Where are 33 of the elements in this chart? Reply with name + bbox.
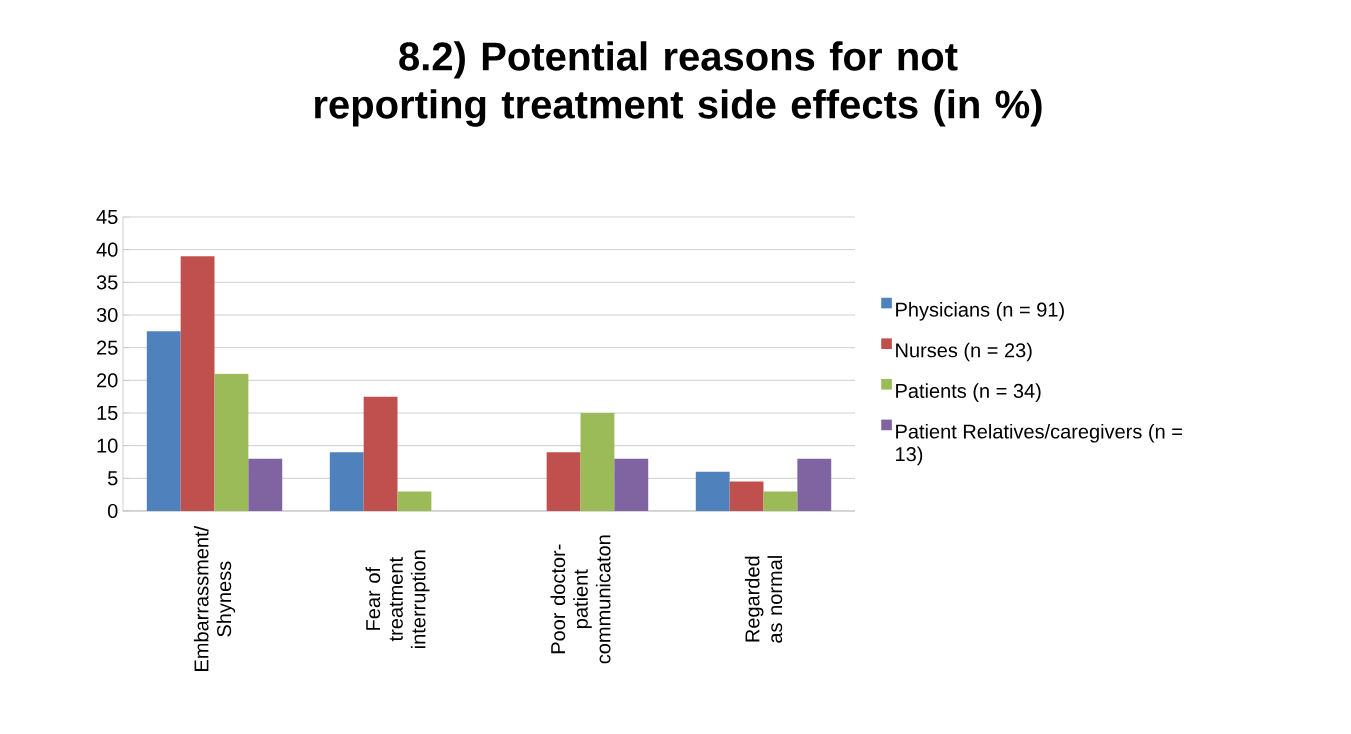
y-tick-label: 25 — [97, 340, 118, 355]
bar — [214, 373, 249, 511]
bar — [614, 458, 649, 511]
y-tick-label: 35 — [96, 275, 118, 290]
x-tick-label: Fear of treatment interruption — [365, 550, 430, 648]
bar — [397, 491, 432, 511]
y-tick-label: 5 — [107, 471, 118, 486]
bar — [329, 452, 364, 511]
x-tick-label: Poor doctor- patient communicaton — [550, 535, 611, 664]
bar — [763, 491, 798, 511]
y-tick-label: 0 — [107, 503, 118, 519]
y-tick-label: 15 — [97, 406, 118, 420]
legend-label: Physicians (n = 91) — [896, 302, 1064, 321]
y-tick-label: 20 — [97, 373, 118, 388]
y-tick-label: 10 — [97, 438, 118, 453]
chart-title: 8.2) Potential reasons for not reporting treatment side effects (in %) — [315, 41, 1042, 127]
bar — [363, 396, 398, 511]
bar — [797, 458, 832, 511]
legend-label: Nurses (n = 23) — [896, 342, 1032, 362]
y-tick-label: 45 — [96, 210, 118, 224]
legend-label: Patients (n = 34) — [896, 383, 1041, 402]
x-tick-label: Regarded as normal — [744, 556, 783, 643]
y-tick-label: 40 — [96, 242, 118, 257]
bar — [248, 458, 283, 511]
bar — [729, 481, 764, 511]
x-tick-label: Embarrassment/ Shyness — [193, 525, 236, 671]
bar — [580, 412, 615, 511]
bar — [695, 471, 730, 511]
legend-label: Patient Relatives/caregivers (n = 13) — [896, 423, 1182, 466]
bar — [546, 452, 581, 511]
bar — [180, 256, 215, 511]
bar — [146, 331, 181, 511]
y-tick-label: 30 — [96, 307, 118, 323]
